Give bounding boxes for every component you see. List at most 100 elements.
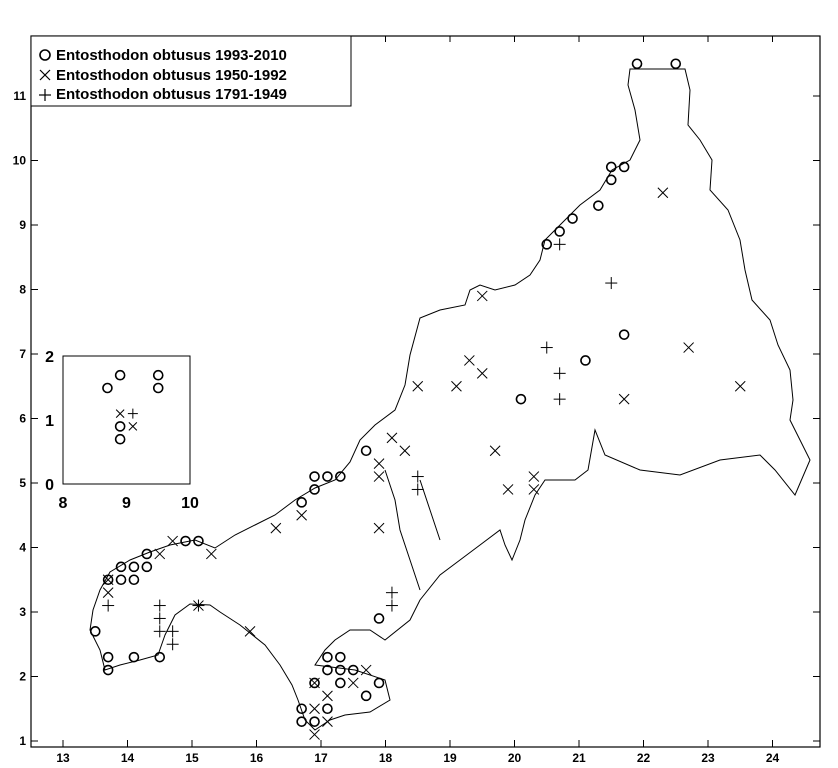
legend-label-1950-1992: Entosthodon obtusus 1950-1992 [56, 67, 287, 84]
inset-x-label-10: 10 [181, 495, 199, 512]
y-tick-label-11: 11 [13, 89, 26, 103]
inset-y-label-1: 1 [45, 413, 54, 430]
x-tick-labels: 13 14 15 16 17 18 19 20 21 22 23 24 [56, 751, 779, 765]
inset-plus-marker-0 [127, 408, 138, 419]
circle-marker-2 [605, 161, 617, 173]
x-tick-label-24: 24 [766, 751, 780, 765]
y-tick-label-2: 2 [19, 670, 26, 684]
x-tick-label-13: 13 [56, 751, 70, 765]
cross-marker-0 [657, 187, 669, 199]
y-tick-label-3: 3 [19, 605, 26, 619]
circle-marker-38 [309, 677, 320, 689]
circle-marker-1 [670, 58, 682, 70]
cross-marker-16 [528, 484, 540, 495]
cross-marker-20 [167, 535, 179, 547]
circle-marker-33 [335, 651, 346, 663]
cross-marker-27 [309, 677, 320, 689]
inset-map: 8 9 10 0 1 2 [45, 349, 199, 512]
cross-marker-2 [683, 342, 695, 353]
inset-circle-marker-3 [152, 382, 164, 394]
plus-marker-14 [166, 625, 179, 638]
plus-marker-10 [153, 599, 166, 612]
circle-marker-32 [322, 651, 333, 663]
x-tick-label-22: 22 [637, 751, 651, 765]
circle-marker-7 [554, 226, 565, 237]
circle-marker-40 [373, 677, 385, 689]
circle-marker-18 [180, 535, 191, 547]
legend-label-1993-2010: Entosthodon obtusus 1993-2010 [56, 47, 287, 64]
cross-marker-10 [399, 445, 411, 457]
cross-marker-31 [309, 703, 320, 715]
legend: Entosthodon obtusus 1993-2010 Entosthodo… [30, 35, 352, 107]
x-tick-label-16: 16 [250, 751, 264, 765]
cross-marker-24 [102, 587, 114, 599]
y-tick-label-10: 10 [13, 154, 27, 168]
circle-marker-30 [128, 651, 140, 663]
plus-marker-1 [553, 238, 566, 251]
legend-box [30, 35, 352, 107]
plus-marker-13 [153, 625, 166, 638]
cross-marker-28 [347, 677, 359, 689]
circle-marker-15 [335, 471, 346, 482]
cross-marker-9 [386, 432, 398, 444]
circle-marker-23 [141, 561, 153, 573]
plus-marker-15 [166, 638, 179, 651]
circle-marker-44 [296, 716, 307, 727]
cross-marker-23 [102, 574, 114, 586]
circle-marker-5 [593, 200, 604, 211]
plus-marker-6 [411, 483, 424, 496]
circle-marker-41 [360, 690, 372, 702]
cross-marker-4 [476, 367, 488, 379]
legend-label-1791-1949: Entosthodon obtusus 1791-1949 [56, 86, 287, 103]
circle-marker-16 [309, 484, 320, 495]
cross-marker-6 [451, 380, 462, 392]
circle-marker-36 [335, 664, 346, 676]
cross-marker-3 [463, 355, 475, 366]
y-tick-label-4: 4 [19, 541, 26, 555]
inset-cross-marker-0 [115, 409, 125, 418]
circle-marker-20 [141, 548, 153, 560]
legend-circle-icon [39, 49, 51, 61]
circle-marker-43 [322, 703, 333, 715]
plus-marker-11 [192, 599, 205, 612]
circle-marker-19 [193, 535, 204, 547]
plus-marker-4 [553, 393, 566, 406]
cross-marker-7 [734, 380, 746, 392]
plus-marker-3 [553, 367, 566, 380]
cross-marker-19 [373, 522, 385, 534]
cross-marker-11 [489, 445, 501, 457]
y-tick-label-9: 9 [19, 218, 26, 232]
inset-markers [102, 369, 164, 445]
x-tick-label-17: 17 [314, 751, 328, 765]
inset-circle-marker-5 [114, 433, 126, 445]
circle-marker-14 [322, 471, 333, 482]
inset-frame [62, 355, 191, 485]
circle-marker-29 [102, 651, 114, 663]
cross-marker-26 [244, 625, 256, 637]
circle-marker-3 [618, 161, 630, 173]
circle-marker-26 [128, 574, 140, 586]
x-tick-label-21: 21 [572, 751, 586, 765]
cross-marker-33 [309, 729, 320, 740]
circle-marker-24 [102, 574, 114, 586]
plus-marker-12 [153, 612, 166, 625]
circle-marker-4 [605, 174, 617, 186]
cross-marker-5 [412, 380, 424, 392]
y-tick-label-5: 5 [19, 476, 26, 490]
circle-marker-37 [347, 664, 359, 676]
plus-marker-0 [605, 277, 618, 290]
inset-y-label-2: 2 [45, 349, 54, 366]
x-tick-label-15: 15 [185, 751, 199, 765]
cross-marker-29 [322, 690, 333, 702]
inset-x-label-9: 9 [122, 495, 131, 512]
inset-y-label-0: 0 [45, 477, 54, 494]
legend-plus-icon [39, 89, 51, 101]
circle-marker-11 [515, 393, 527, 405]
cross-marker-8 [618, 393, 630, 405]
circle-marker-25 [115, 574, 127, 586]
circle-marker-12 [360, 445, 372, 457]
y-tick-label-7: 7 [19, 347, 26, 361]
cross-marker-21 [154, 548, 166, 560]
record-markers [89, 58, 746, 740]
